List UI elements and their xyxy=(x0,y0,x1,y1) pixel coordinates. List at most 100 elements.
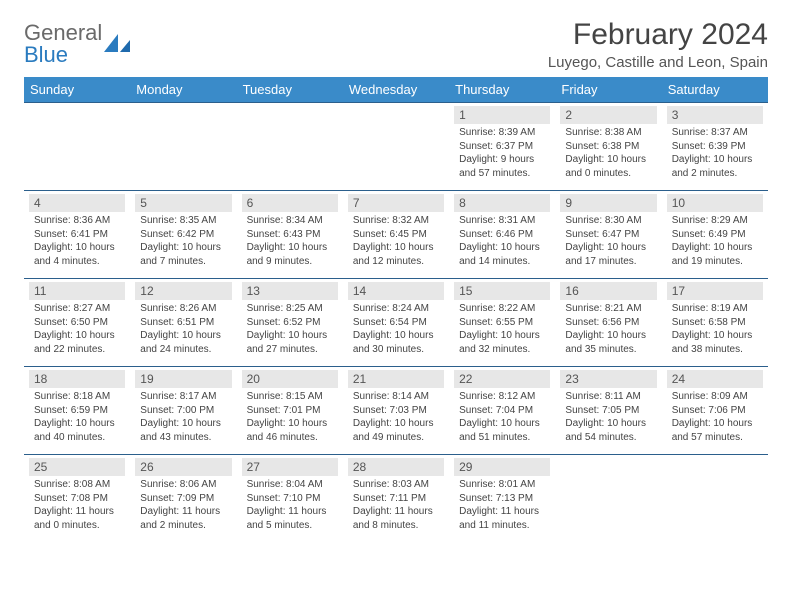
day-number: 24 xyxy=(667,370,763,388)
day-details: Sunrise: 8:17 AMSunset: 7:00 PMDaylight:… xyxy=(135,388,231,448)
day-number: 28 xyxy=(348,458,444,476)
day-number: 18 xyxy=(29,370,125,388)
day-cell: 8Sunrise: 8:31 AMSunset: 6:46 PMDaylight… xyxy=(449,191,555,279)
day-details: Sunrise: 8:39 AMSunset: 6:37 PMDaylight:… xyxy=(454,124,550,184)
day-number: 11 xyxy=(29,282,125,300)
day-header: Wednesday xyxy=(343,77,449,103)
week-row: 18Sunrise: 8:18 AMSunset: 6:59 PMDayligh… xyxy=(24,367,768,455)
day-cell: 13Sunrise: 8:25 AMSunset: 6:52 PMDayligh… xyxy=(237,279,343,367)
day-header: Monday xyxy=(130,77,236,103)
day-cell: 3Sunrise: 8:37 AMSunset: 6:39 PMDaylight… xyxy=(662,103,768,191)
day-cell: 15Sunrise: 8:22 AMSunset: 6:55 PMDayligh… xyxy=(449,279,555,367)
day-details: Sunrise: 8:03 AMSunset: 7:11 PMDaylight:… xyxy=(348,476,444,536)
day-number: 22 xyxy=(454,370,550,388)
day-details: Sunrise: 8:14 AMSunset: 7:03 PMDaylight:… xyxy=(348,388,444,448)
brand-name-b: Blue xyxy=(24,42,68,67)
day-cell: 16Sunrise: 8:21 AMSunset: 6:56 PMDayligh… xyxy=(555,279,661,367)
sail-icon xyxy=(104,34,132,54)
empty-cell xyxy=(24,103,130,191)
day-cell: 18Sunrise: 8:18 AMSunset: 6:59 PMDayligh… xyxy=(24,367,130,455)
day-details: Sunrise: 8:11 AMSunset: 7:05 PMDaylight:… xyxy=(560,388,656,448)
day-cell: 7Sunrise: 8:32 AMSunset: 6:45 PMDaylight… xyxy=(343,191,449,279)
empty-cell xyxy=(662,455,768,543)
day-cell: 4Sunrise: 8:36 AMSunset: 6:41 PMDaylight… xyxy=(24,191,130,279)
day-cell: 2Sunrise: 8:38 AMSunset: 6:38 PMDaylight… xyxy=(555,103,661,191)
day-header: Tuesday xyxy=(237,77,343,103)
day-cell: 21Sunrise: 8:14 AMSunset: 7:03 PMDayligh… xyxy=(343,367,449,455)
day-details: Sunrise: 8:29 AMSunset: 6:49 PMDaylight:… xyxy=(667,212,763,272)
day-cell: 25Sunrise: 8:08 AMSunset: 7:08 PMDayligh… xyxy=(24,455,130,543)
day-details: Sunrise: 8:22 AMSunset: 6:55 PMDaylight:… xyxy=(454,300,550,360)
day-details: Sunrise: 8:12 AMSunset: 7:04 PMDaylight:… xyxy=(454,388,550,448)
empty-cell xyxy=(343,103,449,191)
empty-cell xyxy=(555,455,661,543)
day-details: Sunrise: 8:26 AMSunset: 6:51 PMDaylight:… xyxy=(135,300,231,360)
day-cell: 6Sunrise: 8:34 AMSunset: 6:43 PMDaylight… xyxy=(237,191,343,279)
day-number: 21 xyxy=(348,370,444,388)
day-details: Sunrise: 8:04 AMSunset: 7:10 PMDaylight:… xyxy=(242,476,338,536)
brand-logo: General Blue xyxy=(24,22,132,66)
day-cell: 11Sunrise: 8:27 AMSunset: 6:50 PMDayligh… xyxy=(24,279,130,367)
day-number: 15 xyxy=(454,282,550,300)
day-number: 16 xyxy=(560,282,656,300)
day-details: Sunrise: 8:34 AMSunset: 6:43 PMDaylight:… xyxy=(242,212,338,272)
day-cell: 22Sunrise: 8:12 AMSunset: 7:04 PMDayligh… xyxy=(449,367,555,455)
day-details: Sunrise: 8:19 AMSunset: 6:58 PMDaylight:… xyxy=(667,300,763,360)
day-details: Sunrise: 8:01 AMSunset: 7:13 PMDaylight:… xyxy=(454,476,550,536)
day-number: 19 xyxy=(135,370,231,388)
day-details: Sunrise: 8:36 AMSunset: 6:41 PMDaylight:… xyxy=(29,212,125,272)
day-cell: 24Sunrise: 8:09 AMSunset: 7:06 PMDayligh… xyxy=(662,367,768,455)
day-number: 17 xyxy=(667,282,763,300)
empty-cell xyxy=(237,103,343,191)
day-details: Sunrise: 8:21 AMSunset: 6:56 PMDaylight:… xyxy=(560,300,656,360)
day-cell: 20Sunrise: 8:15 AMSunset: 7:01 PMDayligh… xyxy=(237,367,343,455)
location-text: Luyego, Castille and Leon, Spain xyxy=(548,54,768,71)
day-details: Sunrise: 8:24 AMSunset: 6:54 PMDaylight:… xyxy=(348,300,444,360)
day-details: Sunrise: 8:32 AMSunset: 6:45 PMDaylight:… xyxy=(348,212,444,272)
day-number: 13 xyxy=(242,282,338,300)
empty-cell xyxy=(130,103,236,191)
day-cell: 1Sunrise: 8:39 AMSunset: 6:37 PMDaylight… xyxy=(449,103,555,191)
day-header: Friday xyxy=(555,77,661,103)
day-number: 14 xyxy=(348,282,444,300)
day-details: Sunrise: 8:06 AMSunset: 7:09 PMDaylight:… xyxy=(135,476,231,536)
day-number: 4 xyxy=(29,194,125,212)
calendar-table: SundayMondayTuesdayWednesdayThursdayFrid… xyxy=(24,77,768,542)
day-details: Sunrise: 8:25 AMSunset: 6:52 PMDaylight:… xyxy=(242,300,338,360)
day-details: Sunrise: 8:18 AMSunset: 6:59 PMDaylight:… xyxy=(29,388,125,448)
day-details: Sunrise: 8:31 AMSunset: 6:46 PMDaylight:… xyxy=(454,212,550,272)
day-cell: 29Sunrise: 8:01 AMSunset: 7:13 PMDayligh… xyxy=(449,455,555,543)
week-row: 11Sunrise: 8:27 AMSunset: 6:50 PMDayligh… xyxy=(24,279,768,367)
day-number: 23 xyxy=(560,370,656,388)
day-cell: 5Sunrise: 8:35 AMSunset: 6:42 PMDaylight… xyxy=(130,191,236,279)
day-number: 29 xyxy=(454,458,550,476)
day-header: Thursday xyxy=(449,77,555,103)
day-number: 7 xyxy=(348,194,444,212)
day-number: 25 xyxy=(29,458,125,476)
day-number: 5 xyxy=(135,194,231,212)
day-details: Sunrise: 8:08 AMSunset: 7:08 PMDaylight:… xyxy=(29,476,125,536)
week-row: 25Sunrise: 8:08 AMSunset: 7:08 PMDayligh… xyxy=(24,455,768,543)
day-details: Sunrise: 8:37 AMSunset: 6:39 PMDaylight:… xyxy=(667,124,763,184)
week-row: 1Sunrise: 8:39 AMSunset: 6:37 PMDaylight… xyxy=(24,103,768,191)
day-number: 8 xyxy=(454,194,550,212)
day-cell: 12Sunrise: 8:26 AMSunset: 6:51 PMDayligh… xyxy=(130,279,236,367)
header: General Blue February 2024 Luyego, Casti… xyxy=(24,18,768,71)
day-cell: 10Sunrise: 8:29 AMSunset: 6:49 PMDayligh… xyxy=(662,191,768,279)
day-number: 6 xyxy=(242,194,338,212)
day-cell: 28Sunrise: 8:03 AMSunset: 7:11 PMDayligh… xyxy=(343,455,449,543)
day-number: 3 xyxy=(667,106,763,124)
day-details: Sunrise: 8:15 AMSunset: 7:01 PMDaylight:… xyxy=(242,388,338,448)
day-cell: 14Sunrise: 8:24 AMSunset: 6:54 PMDayligh… xyxy=(343,279,449,367)
week-row: 4Sunrise: 8:36 AMSunset: 6:41 PMDaylight… xyxy=(24,191,768,279)
day-number: 26 xyxy=(135,458,231,476)
day-details: Sunrise: 8:27 AMSunset: 6:50 PMDaylight:… xyxy=(29,300,125,360)
day-number: 2 xyxy=(560,106,656,124)
day-header: Saturday xyxy=(662,77,768,103)
day-number: 20 xyxy=(242,370,338,388)
day-number: 12 xyxy=(135,282,231,300)
day-cell: 19Sunrise: 8:17 AMSunset: 7:00 PMDayligh… xyxy=(130,367,236,455)
day-header: Sunday xyxy=(24,77,130,103)
day-number: 9 xyxy=(560,194,656,212)
day-header-row: SundayMondayTuesdayWednesdayThursdayFrid… xyxy=(24,77,768,103)
